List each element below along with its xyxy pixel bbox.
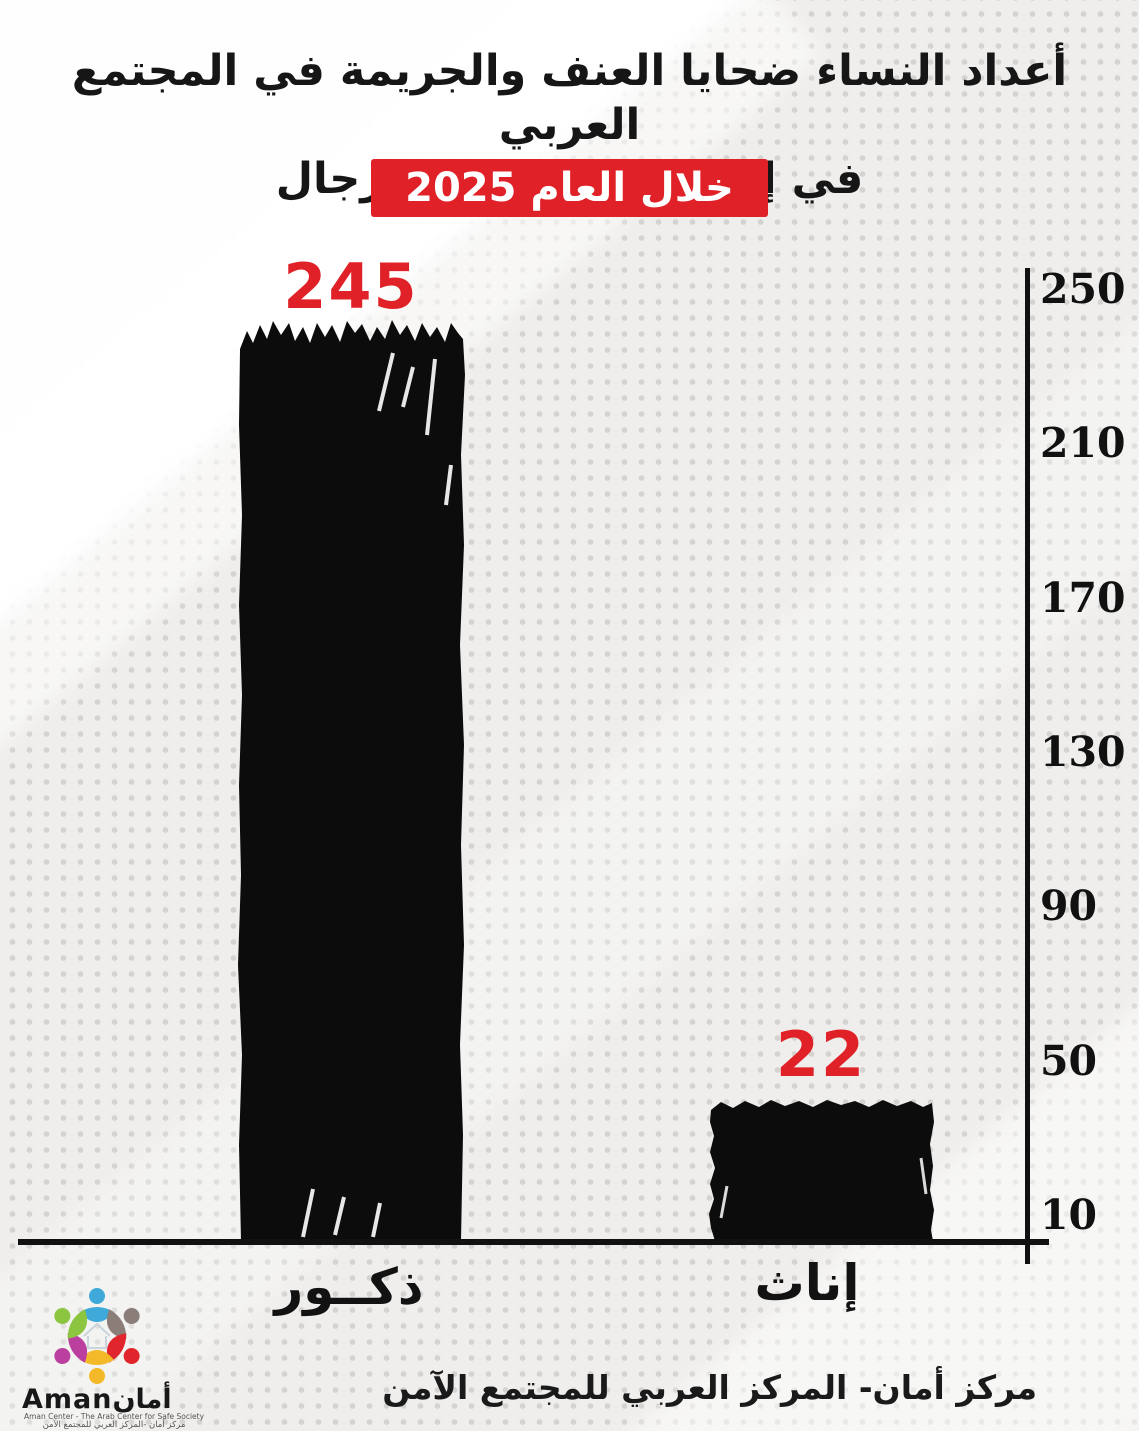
people-circle-icon <box>54 1288 140 1384</box>
brush-texture <box>301 352 453 1238</box>
y-tick-10: 10 <box>1040 1191 1098 1239</box>
brush-texture <box>719 1157 928 1219</box>
y-axis-line <box>1025 268 1030 1264</box>
source-text: مركز أمان- المركز العربي للمجتمع الآمن <box>382 1368 1037 1407</box>
category-label-males: ذكــور <box>274 1258 424 1316</box>
period-badge: خلال العام 2025 <box>371 159 768 217</box>
chart-title-line1: أعداد النساء ضحايا العنف والجريمة في الم… <box>71 46 1068 150</box>
period-badge-row: خلال العام 2025 <box>0 159 1139 217</box>
y-tick-130: 130 <box>1040 728 1126 776</box>
y-tick-90: 90 <box>1040 882 1098 930</box>
x-axis-line <box>18 1239 1049 1245</box>
y-tick-210: 210 <box>1040 419 1126 467</box>
aman-center-logo: Amanأمان Aman Center - The Arab Center f… <box>22 1286 222 1430</box>
logo-tagline-en: Aman Center - The Arab Center for Safe S… <box>24 1412 205 1421</box>
category-label-females: إناث <box>754 1254 860 1312</box>
y-tick-250: 250 <box>1040 265 1126 313</box>
y-tick-170: 170 <box>1040 574 1126 622</box>
people-figures <box>54 1288 140 1384</box>
y-tick-50: 50 <box>1040 1037 1098 1085</box>
house-icon <box>83 1322 111 1349</box>
value-females: 22 <box>775 1018 867 1091</box>
logo-tagline-ar: مركز أمان -المركز العربي للمجتمع الآمن <box>42 1420 186 1430</box>
logo-wordmark: Amanأمان <box>22 1384 172 1415</box>
value-males: 245 <box>283 250 419 323</box>
bar-males <box>238 320 465 1241</box>
bar-females <box>709 1100 934 1241</box>
